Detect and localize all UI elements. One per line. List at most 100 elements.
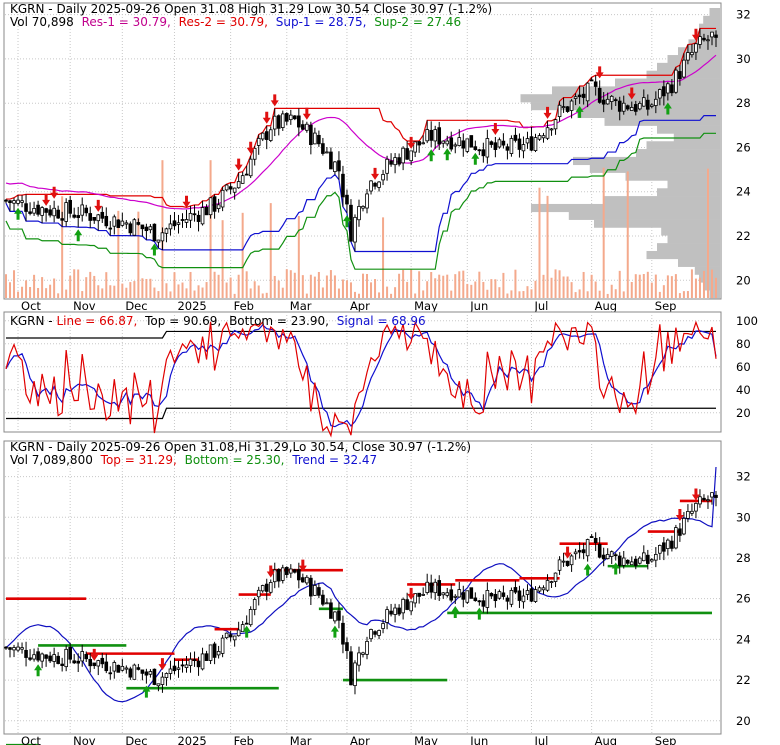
candle-body (140, 669, 145, 674)
candle-body (666, 83, 670, 94)
volume-bar (93, 275, 96, 298)
stoch-main-line (5, 320, 717, 438)
candle-body (220, 189, 225, 208)
buy-arrow (330, 625, 339, 638)
x-tick-label: Aug (595, 734, 617, 745)
price-title: KGRN - Daily 2025-09-26 Open 31.08 High … (10, 2, 492, 16)
candle-body (168, 223, 173, 230)
stoch-top-label: Top = 90.69, (144, 314, 221, 328)
candle-body (100, 657, 105, 665)
volume-bar (362, 273, 365, 298)
candle-body (389, 160, 393, 165)
candle-body (485, 138, 490, 158)
candle-body (268, 582, 273, 593)
candle-body (417, 141, 421, 146)
volume-bar (37, 287, 40, 298)
buy-arrow (663, 102, 672, 115)
candle-body (72, 660, 76, 664)
y-tick-label: 30 (736, 510, 751, 524)
candle-body (180, 219, 185, 221)
candle-body (289, 568, 293, 574)
trend-step-lines (6, 499, 712, 745)
volume-bar (618, 270, 621, 298)
volume-bar (185, 288, 188, 298)
candle-body (144, 671, 149, 676)
y-tick-label: 20 (736, 273, 751, 287)
candle-body (698, 36, 702, 45)
candle-body (188, 658, 193, 666)
candle-body (662, 86, 666, 97)
candle-body (589, 79, 594, 82)
volume-profile-bar (694, 31, 720, 40)
volume-bar (378, 292, 381, 298)
candle-body (252, 147, 257, 160)
trend-title: KGRN - Daily 2025-09-26 Open 31.08,Hi 31… (10, 440, 471, 454)
sell-arrow (302, 107, 311, 120)
candle-body (513, 587, 518, 593)
volume-profile (520, 8, 720, 299)
candle-body (682, 517, 686, 535)
volume-bar (25, 280, 28, 298)
candle-body (152, 223, 157, 242)
volume-profile-bar (625, 172, 720, 181)
volume-bar (578, 289, 581, 298)
candle-body (461, 592, 466, 600)
res1-label: Res-1 = 30.79, (82, 15, 171, 29)
candle-body (180, 664, 185, 667)
volume-bar (638, 274, 641, 298)
candle-body (349, 651, 353, 686)
volume-bar (422, 290, 425, 298)
candle-body (152, 668, 157, 685)
trend-y-axis: 20 22 24 26 28 30 32 (736, 470, 751, 728)
volume-bar (590, 274, 593, 298)
volume-bar (538, 187, 541, 298)
stoch-panel-frame (3, 311, 722, 433)
candle-body (20, 647, 24, 650)
candle-body (641, 552, 646, 562)
candle-body (236, 629, 241, 637)
volume-bar (349, 282, 352, 298)
volume-bar (715, 277, 717, 298)
candle-body (666, 539, 670, 550)
volume-profile-bar (589, 164, 720, 173)
sell-arrow (491, 122, 500, 135)
candle-body (389, 610, 393, 615)
candle-body (397, 157, 401, 165)
candle-body (140, 224, 145, 230)
x-tick-label: 2025 (177, 734, 206, 745)
candle-body (216, 204, 221, 210)
candle-body (537, 587, 542, 592)
volume-bar (77, 269, 80, 298)
volume-bar (382, 217, 385, 298)
candle-body (650, 559, 654, 562)
stoch-bottom-line (6, 407, 716, 420)
volume-bar (89, 271, 92, 298)
candle-body (617, 555, 622, 566)
candle-body (192, 213, 197, 216)
sell-arrow (407, 587, 416, 600)
candle-body (605, 98, 610, 105)
volume-bar (109, 285, 112, 298)
volume-bar (305, 293, 308, 298)
candle-body (557, 559, 562, 571)
volume-bar (654, 274, 657, 298)
candle-body (549, 128, 554, 131)
volume-profile-bar (699, 274, 720, 283)
volume-bar (169, 291, 172, 298)
volume-bar (65, 289, 68, 298)
volume-bar (574, 292, 577, 298)
candle-body (260, 132, 265, 140)
candle-body (361, 206, 365, 209)
candle-body (617, 100, 622, 112)
volume-bar (666, 275, 669, 298)
volume-profile-bar (657, 243, 720, 252)
candle-body (64, 202, 68, 222)
candle-body (329, 151, 333, 170)
buy-arrow (427, 149, 436, 162)
stoch-bottom-label: Bottom = 23.90, (229, 314, 329, 328)
volume-bar (333, 275, 336, 298)
svg-text:KGRN - Line = 66.87,: KGRN - Line = 66.87, Top = 90.69, Bottom… (10, 314, 426, 328)
candle-body (20, 200, 24, 203)
candle-body (104, 661, 109, 672)
volume-profile-bar (661, 227, 720, 236)
